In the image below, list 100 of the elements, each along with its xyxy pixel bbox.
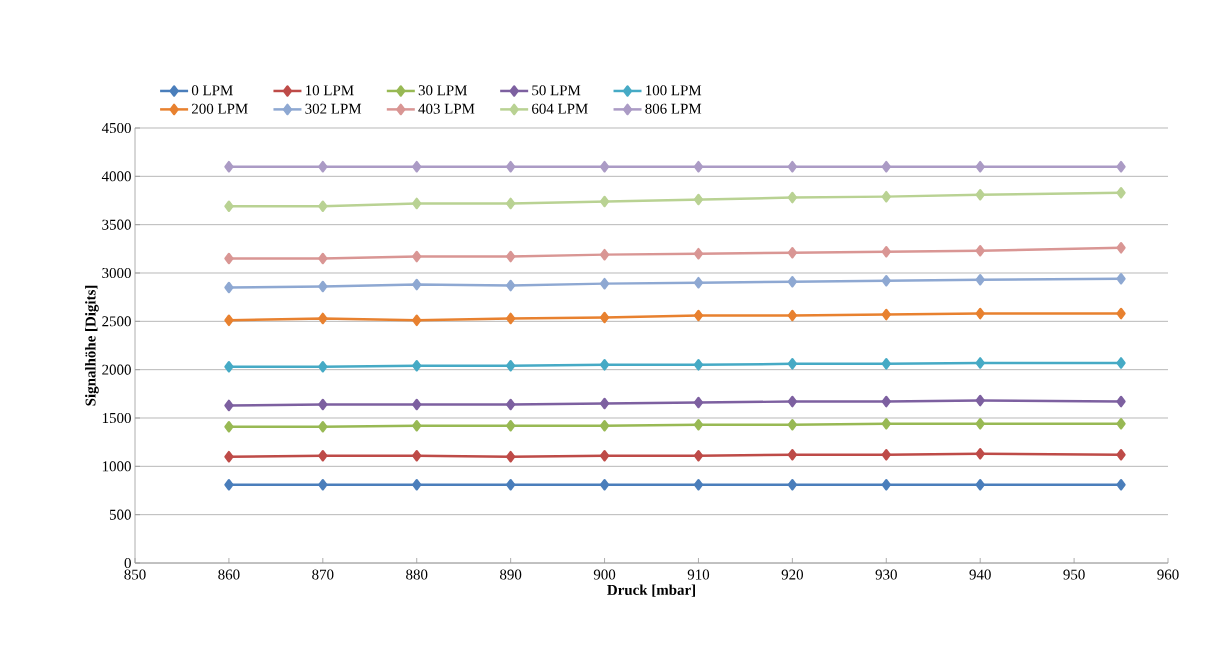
point xyxy=(693,247,704,260)
point xyxy=(1116,418,1126,430)
point xyxy=(412,278,422,291)
point xyxy=(599,311,610,324)
point xyxy=(881,395,891,408)
point xyxy=(693,276,704,289)
y-tick-label: 2000 xyxy=(102,364,131,375)
x-tick-label: 910 xyxy=(687,569,710,580)
point xyxy=(318,280,328,293)
point xyxy=(787,275,797,288)
point xyxy=(693,449,704,462)
point xyxy=(1116,448,1126,461)
point xyxy=(318,200,328,213)
legend-label: 30 LPM xyxy=(418,85,468,96)
point xyxy=(1116,395,1126,408)
y-tick-label: 1000 xyxy=(102,461,131,472)
x-tick-label: 950 xyxy=(1063,569,1085,580)
point xyxy=(1116,160,1126,173)
point xyxy=(224,252,234,265)
point xyxy=(599,359,610,371)
point xyxy=(693,160,704,173)
point xyxy=(881,448,891,461)
x-axis-title: Druck [mbar] xyxy=(607,584,695,597)
point xyxy=(881,358,891,370)
point xyxy=(975,160,985,173)
point xyxy=(506,360,516,372)
point xyxy=(599,449,610,462)
point xyxy=(506,398,516,411)
point xyxy=(693,309,704,322)
y-tick-label: 0 xyxy=(124,557,131,569)
point xyxy=(224,478,234,491)
point xyxy=(1116,187,1126,199)
point xyxy=(787,160,797,173)
point xyxy=(787,309,797,322)
y-axis-title: Signalhöhe [Digits] xyxy=(85,285,99,406)
point xyxy=(506,197,516,210)
point xyxy=(318,420,328,433)
point xyxy=(693,396,704,409)
point xyxy=(881,190,891,203)
point xyxy=(412,250,422,263)
y-tick-label: 1500 xyxy=(102,412,131,424)
point xyxy=(975,478,985,491)
point xyxy=(599,397,610,410)
point xyxy=(881,274,891,287)
point xyxy=(412,160,422,173)
point xyxy=(599,160,610,173)
x-tick-label: 870 xyxy=(312,569,334,580)
legend-label: 806 LPM xyxy=(645,103,702,114)
point xyxy=(599,419,610,432)
point xyxy=(881,308,891,321)
point xyxy=(881,478,891,491)
point xyxy=(975,188,985,201)
point xyxy=(975,245,985,257)
point xyxy=(224,281,234,294)
point xyxy=(224,200,234,213)
y-tick-label: 500 xyxy=(109,509,131,520)
point xyxy=(506,160,516,173)
legend-label: 403 LPM xyxy=(418,103,475,114)
point xyxy=(318,398,328,411)
point xyxy=(693,478,704,491)
x-tick-label: 850 xyxy=(124,569,146,580)
point xyxy=(224,399,234,412)
point xyxy=(506,450,516,463)
point xyxy=(318,312,328,325)
point xyxy=(975,307,985,320)
point xyxy=(599,277,610,290)
x-tick-label: 880 xyxy=(406,569,428,580)
legend-label: 0 LPM xyxy=(191,85,233,96)
point xyxy=(412,314,422,327)
point xyxy=(975,357,985,369)
point xyxy=(1116,307,1126,320)
y-tick-label: 4500 xyxy=(101,122,131,134)
y-tick-label: 2500 xyxy=(102,316,131,327)
point xyxy=(693,419,704,431)
point xyxy=(1116,478,1126,491)
legend-label: 100 LPM xyxy=(646,85,702,96)
point xyxy=(881,418,891,430)
point xyxy=(881,160,891,173)
legend-label: 10 LPM xyxy=(306,85,354,96)
point xyxy=(318,160,328,173)
x-tick-label: 960 xyxy=(1157,569,1179,580)
point xyxy=(1116,242,1126,254)
point xyxy=(224,314,234,327)
x-tick-label: 900 xyxy=(593,569,616,580)
legend-label: 200 LPM xyxy=(191,103,248,114)
point xyxy=(975,418,985,430)
point xyxy=(787,395,797,408)
y-tick-label: 3000 xyxy=(102,267,131,279)
legend-label: 604 LPM xyxy=(532,103,588,114)
point xyxy=(506,419,516,432)
point xyxy=(318,252,328,265)
point xyxy=(506,250,516,263)
point xyxy=(975,274,985,286)
y-tick-label: 3500 xyxy=(102,219,131,230)
x-tick-label: 920 xyxy=(781,569,804,580)
point xyxy=(881,245,891,258)
point xyxy=(412,478,422,491)
point xyxy=(318,449,328,462)
point xyxy=(224,450,234,463)
point xyxy=(693,359,704,371)
